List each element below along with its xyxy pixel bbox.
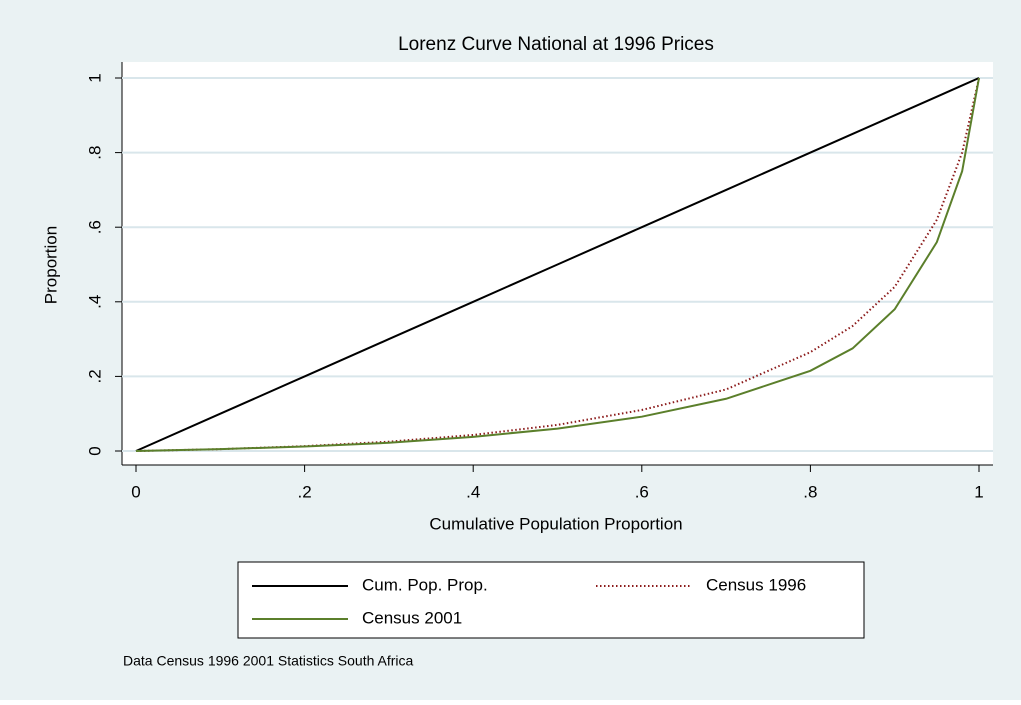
y-tick-label: .6 (85, 220, 104, 234)
x-tick-label: .2 (298, 482, 312, 501)
y-tick-label: .8 (85, 146, 104, 160)
x-tick-label: 0 (131, 482, 140, 501)
series-line (135, 77, 980, 452)
y-tick-label: .4 (85, 295, 104, 309)
x-tick-label: 1 (974, 482, 983, 501)
legend-label: Cum. Pop. Prop. (362, 575, 488, 594)
legend-label: Census 2001 (362, 608, 462, 627)
y-tick-label: 1 (85, 73, 104, 82)
x-tick-label: .8 (803, 482, 817, 501)
y-tick-label: 0 (85, 446, 104, 455)
note: Data Census 1996 2001 Statistics South A… (123, 653, 413, 669)
x-axis-label: Cumulative Population Proportion (429, 514, 682, 533)
x-tick-label: .4 (466, 482, 480, 501)
x-tick-label: .6 (635, 482, 649, 501)
y-axis-label: Proportion (41, 226, 60, 304)
legend (237, 561, 865, 639)
series-line (135, 77, 980, 452)
series-line (135, 77, 980, 452)
y-tick-label: .2 (85, 369, 104, 383)
legend-label: Census 1996 (706, 575, 806, 594)
chart-title: Lorenz Curve National at 1996 Prices (398, 34, 714, 55)
